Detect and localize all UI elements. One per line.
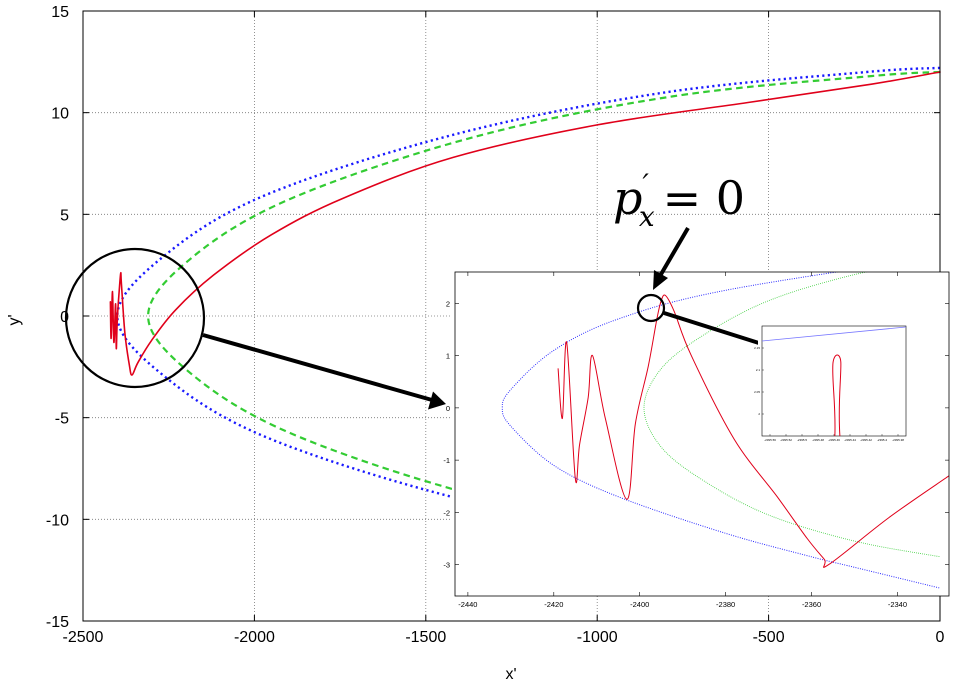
inset2-x-tick-label: -2395.56 [764, 438, 776, 442]
annotation-subscript: x [639, 200, 655, 233]
inset-y-tick-label: 2 [446, 299, 450, 308]
inset-y-tick-label: 1 [446, 352, 450, 361]
inset-y-tick-label: -2 [443, 508, 450, 517]
annotation-prime: ′ [642, 168, 649, 201]
inset-x-tick-label: -2420 [544, 600, 563, 609]
inset-x-tick-label: -2380 [716, 600, 735, 609]
inset-x-tick-label: -2400 [630, 600, 649, 609]
inset-x-tick-label: -2340 [888, 600, 907, 609]
y-tick-label: 10 [51, 106, 69, 123]
inset2-y-tick-label: 2.05 [754, 390, 760, 394]
inset2-bg [758, 326, 906, 436]
inset-tick-labels: -2440 -2420 -2400 -2380 -2360 -2340 2 1 0 -1 -2 -3 [443, 299, 907, 609]
inset-series [455, 272, 949, 596]
zoom-circle-inset [636, 293, 666, 323]
main-series-line-3 [109, 71, 941, 376]
inset2-plot: -2395.56 -2395.52 -2395.5 -2395.48 -2395.46-… [754, 326, 907, 442]
inset2-x-tick-label: -2395.42 [860, 438, 872, 442]
x-tick-label: -500 [753, 629, 785, 646]
zoom-circle-main [64, 247, 206, 389]
x-tick-label: -1000 [577, 629, 618, 646]
inset2-series-line-2 [832, 354, 842, 437]
inset-series-line-2 [643, 272, 941, 558]
y-tick-label: 15 [51, 4, 69, 21]
y-tick-label: -10 [46, 512, 69, 529]
y-tick-label: -5 [55, 411, 69, 428]
inset2-y-tick-label: 2.1 [756, 368, 761, 372]
inset-series-line-3 [557, 294, 949, 568]
inset-series-line-1 [501, 272, 941, 589]
inset2-x-tick-label: -2395.48 [812, 438, 824, 442]
annotation-equals: = 0 [663, 171, 745, 225]
x-tick-label: -1500 [405, 629, 446, 646]
inset2-x-tick-label: -2395.52 [780, 438, 792, 442]
inset2-y-tick-label: 2 [758, 412, 760, 416]
inset2-x-tick-label: -2395.4 [877, 438, 888, 442]
inset2-x-tick-label: -2395.5 [797, 438, 808, 442]
x-tick-label: 0 [936, 629, 945, 646]
inset2-x-tick-label: -2395.46 [828, 438, 840, 442]
annotation-var: p [613, 171, 642, 225]
annotation-px-equals-zero: p′ x = 0 [613, 168, 745, 233]
zoom-arrowhead-main [428, 391, 446, 410]
inset-x-tick-label: -2440 [458, 600, 477, 609]
inset-y-tick-label: -3 [443, 561, 450, 570]
annotation-arrow [658, 226, 690, 278]
inset-y-tick-label: -1 [443, 456, 450, 465]
y-axis-label: y' [6, 314, 23, 325]
inset-plot-frame [454, 271, 950, 597]
inset-x-tick-label: -2360 [802, 600, 821, 609]
x-tick-label: -2000 [234, 629, 275, 646]
zoom-arrow-main [202, 333, 433, 402]
inset2-x-tick-label: -2395.44 [844, 438, 856, 442]
y-tick-label: 5 [60, 207, 69, 224]
inset2-x-tick-label: -2395.38 [892, 438, 904, 442]
inset2-y-tick-label: 2.15 [754, 346, 760, 350]
inset2-series-line-1 [761, 326, 907, 342]
annotation-arrowhead [653, 270, 668, 290]
inset-plot [455, 272, 949, 596]
y-tick-label: -15 [46, 614, 69, 631]
inset-y-tick-label: 0 [446, 404, 450, 413]
y-tick-label: 0 [60, 309, 69, 326]
x-axis-label: x' [505, 666, 516, 683]
x-tick-label: -2500 [63, 629, 104, 646]
